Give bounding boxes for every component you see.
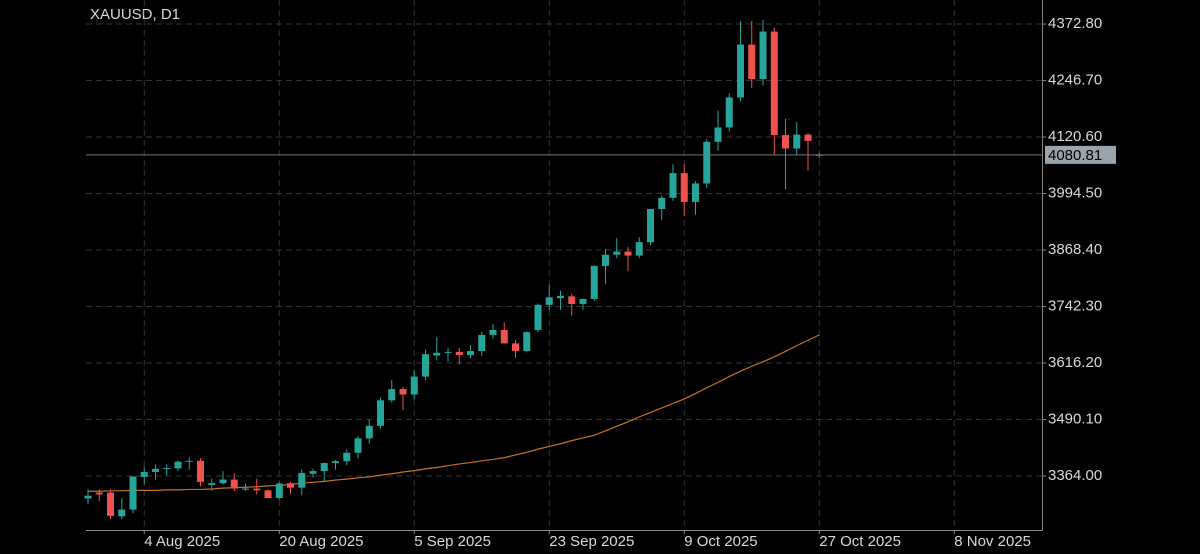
candle-body: [129, 476, 137, 510]
candle-body: [444, 351, 452, 353]
candle-body: [647, 208, 654, 243]
candle-body: [725, 97, 733, 128]
candle-body: [410, 376, 418, 395]
candle-body: [590, 265, 598, 300]
candle-body: [377, 400, 384, 426]
last-price-box: [1045, 145, 1116, 164]
candle-body: [512, 343, 519, 352]
candle-body: [568, 296, 576, 304]
candle-body: [557, 295, 564, 299]
candle-body: [197, 460, 204, 482]
x-tick-label: 9 Oct 2025: [684, 533, 757, 550]
candle-body: [804, 134, 812, 141]
candle-body: [174, 461, 182, 469]
candle-body: [163, 467, 171, 469]
y-tick-label: 3490.10: [1048, 410, 1102, 427]
candle-body: [703, 141, 711, 184]
y-tick-label: 4120.60: [1048, 128, 1102, 145]
y-tick-label: 3994.50: [1048, 185, 1102, 202]
candle-body: [433, 352, 441, 356]
candle-body: [287, 483, 294, 488]
y-tick-label: 4372.80: [1048, 15, 1102, 32]
candle-body: [298, 472, 306, 488]
candle-body: [84, 495, 92, 499]
candle-body: [523, 332, 531, 352]
candle-body: [107, 492, 114, 516]
candle-body: [230, 479, 238, 489]
x-tick-label: 20 Aug 2025: [279, 533, 363, 550]
candle-body: [242, 488, 249, 490]
candle-body: [534, 304, 542, 330]
candle-body: [185, 460, 193, 462]
candle-body: [264, 490, 272, 498]
candle-body: [422, 354, 429, 377]
x-tick-label: 23 Sep 2025: [549, 533, 634, 550]
candle-body: [140, 471, 148, 477]
candle-body: [782, 135, 789, 149]
candle-body: [489, 329, 497, 335]
candle-body: [669, 173, 677, 198]
candle-body: [219, 479, 227, 484]
candle-body: [692, 183, 699, 202]
candle-body: [208, 483, 216, 485]
candle-body: [680, 173, 688, 202]
candle-body: [95, 492, 103, 495]
candle-body: [399, 389, 407, 395]
candle-body: [354, 438, 362, 453]
candle-body: [478, 334, 486, 352]
candle-body: [545, 297, 553, 305]
candle-body: [793, 134, 801, 149]
candle-body: [309, 471, 317, 474]
x-tick-label: 27 Oct 2025: [819, 533, 901, 550]
candle-body: [635, 242, 643, 256]
moving-average-line: [88, 334, 820, 492]
x-tick-label: 5 Sep 2025: [414, 533, 491, 550]
x-tick-label: 8 Nov 2025: [954, 533, 1031, 550]
y-tick-label: 3868.40: [1048, 241, 1102, 258]
candle-body: [658, 197, 666, 209]
candle-body: [613, 251, 621, 255]
y-tick-label: 3742.30: [1048, 297, 1102, 314]
candle-body: [152, 468, 159, 472]
candle-body: [365, 425, 373, 439]
candle-body: [118, 509, 126, 517]
candle-body: [275, 483, 283, 498]
candle-body: [737, 44, 744, 98]
chart-title: XAUUSD, D1: [90, 6, 180, 23]
candle-body: [500, 329, 508, 344]
y-tick-label: 3616.20: [1048, 354, 1102, 371]
candle-body: [388, 389, 396, 401]
y-tick-label: 3364.00: [1048, 467, 1102, 484]
candle-body: [770, 31, 778, 136]
last-price-label: 4080.81: [1048, 147, 1102, 164]
y-tick-label: 4246.70: [1048, 72, 1102, 89]
candle-body: [748, 44, 756, 80]
candle-body: [714, 127, 722, 142]
candle-body: [455, 351, 463, 356]
candle-body: [624, 251, 632, 256]
candle-body: [332, 461, 339, 464]
candle-body: [579, 299, 587, 304]
candle-body: [467, 351, 474, 356]
candle-body: [602, 254, 609, 266]
candle-body: [759, 31, 767, 80]
candle-body: [253, 488, 261, 491]
candle-body: [343, 452, 351, 462]
candle-body: [320, 463, 328, 472]
x-tick-label: 4 Aug 2025: [144, 533, 220, 550]
